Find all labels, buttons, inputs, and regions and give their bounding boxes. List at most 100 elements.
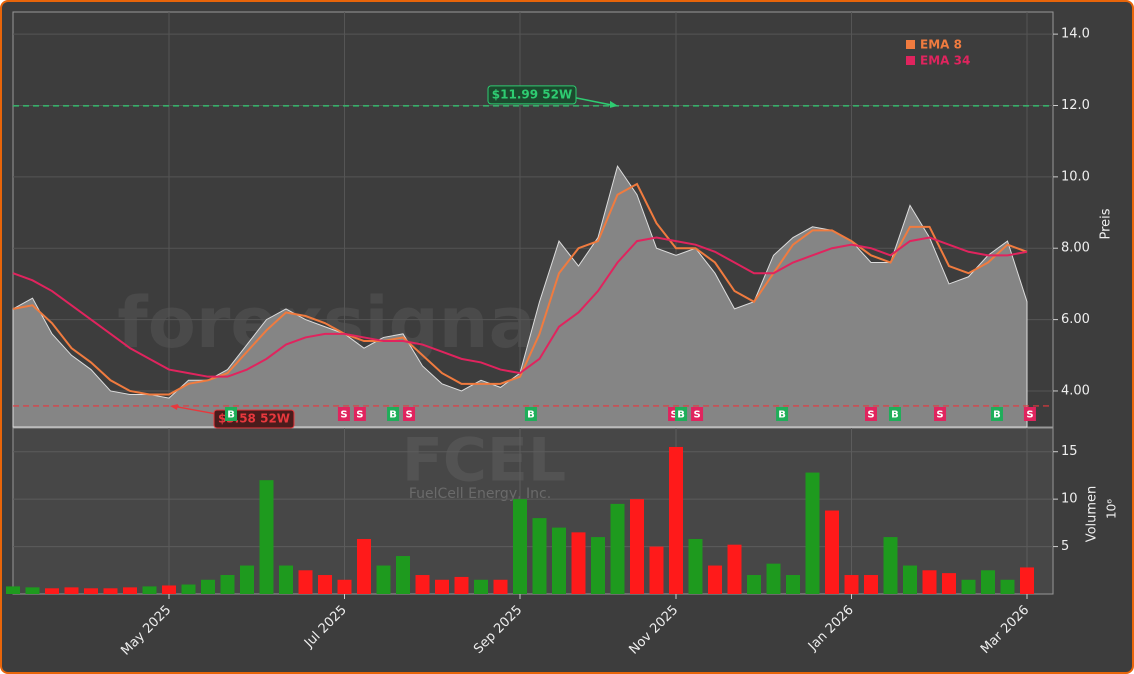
volume-bar	[240, 565, 254, 594]
signal-marker	[990, 407, 1003, 421]
legend-label: EMA 8	[920, 38, 962, 52]
signal-label: S	[405, 410, 412, 421]
volume-bar	[103, 588, 118, 594]
x-tick-label: Mar 2026	[978, 603, 1032, 657]
signal-label: S	[693, 410, 700, 421]
signal-marker	[337, 407, 350, 421]
x-tick-label: May 2025	[118, 603, 174, 659]
y-tick-label: 8.00	[1061, 241, 1090, 256]
signal-label: S	[340, 410, 347, 421]
volume-bar	[532, 518, 547, 594]
volume-bar	[844, 575, 859, 594]
signal-label: S	[936, 410, 943, 421]
y-tick-label: 10	[1061, 492, 1078, 507]
signal-marker	[353, 407, 366, 421]
volume-bar	[474, 579, 488, 594]
volume-bar	[649, 546, 664, 594]
volume-bar	[181, 584, 196, 594]
volume-bar	[571, 532, 586, 594]
volume-bar	[610, 503, 625, 594]
volume-bar	[630, 499, 644, 594]
x-tick-label: Sep 2025	[471, 603, 525, 657]
volume-bar	[786, 575, 800, 594]
low-arrow	[171, 405, 217, 415]
volume-bar	[454, 576, 469, 594]
volume-bar	[45, 588, 59, 594]
volume-bar	[259, 480, 274, 594]
volume-bar	[162, 585, 176, 594]
signal-marker	[225, 407, 238, 421]
signal-marker	[691, 407, 704, 421]
volume-bar	[396, 556, 410, 594]
volume-bar	[84, 588, 98, 594]
volume-bar	[981, 570, 995, 594]
signal-label: B	[389, 410, 397, 421]
volume-bar	[922, 570, 937, 594]
signal-marker	[776, 407, 789, 421]
x-tick-label: Jul 2025	[301, 603, 350, 652]
volume-bar	[883, 537, 898, 594]
volume-bar	[279, 565, 293, 594]
volume-bar	[552, 527, 566, 594]
volume-bar	[1000, 579, 1015, 594]
legend-label: EMA 34	[920, 54, 970, 68]
y-tick-label: 6.00	[1061, 312, 1090, 327]
signal-label: B	[778, 410, 786, 421]
volume-bar	[727, 544, 742, 594]
volume-bar	[376, 565, 391, 594]
signal-label: S	[356, 410, 363, 421]
volume-bar	[708, 565, 722, 594]
volume-unit: 10⁶	[1105, 499, 1119, 519]
volume-bar	[903, 565, 917, 594]
high-arrowhead	[610, 100, 618, 108]
symbol-watermark: FCEL	[402, 426, 566, 496]
signal-marker	[403, 407, 416, 421]
signal-label: B	[993, 410, 1001, 421]
volume-bar	[591, 537, 605, 594]
legend-swatch	[906, 40, 915, 49]
company-watermark: FuelCell Energy, Inc.	[409, 486, 551, 502]
volume-bar	[318, 575, 332, 594]
legend-swatch	[906, 56, 915, 65]
volume-bar	[6, 586, 20, 594]
volume-bar	[64, 587, 79, 594]
signal-marker	[387, 407, 400, 421]
volume-bar	[493, 579, 508, 594]
volume-bar	[201, 579, 215, 594]
y-tick-label: 4.00	[1061, 383, 1090, 398]
y-tick-label: 15	[1061, 444, 1078, 459]
volume-bar	[942, 573, 956, 594]
signal-marker	[865, 407, 877, 421]
signal-label: B	[527, 410, 535, 421]
volume-bar	[864, 575, 878, 594]
x-tick-label: Nov 2025	[626, 603, 681, 658]
volume-bar	[747, 575, 761, 594]
price-axis-label: Preis	[1099, 208, 1114, 239]
volume-bar	[669, 446, 683, 594]
ema-line	[12, 236, 1028, 378]
volume-bar	[142, 586, 157, 594]
volume-bar	[123, 587, 137, 594]
y-tick-label: 12.0	[1061, 98, 1090, 113]
volume-bar	[961, 579, 976, 594]
signal-label: S	[1026, 410, 1033, 421]
high-arrow	[575, 97, 617, 107]
y-tick-label: 14.0	[1061, 27, 1090, 42]
volume-bar	[220, 575, 235, 594]
volume-bar	[337, 579, 352, 594]
signal-label: B	[227, 410, 235, 421]
volume-bar	[513, 499, 527, 594]
y-tick-label: 5	[1061, 539, 1069, 554]
volume-axis-label: Volumen	[1085, 486, 1100, 543]
volume-bar	[25, 587, 40, 594]
volume-bar	[688, 538, 703, 594]
signal-label: B	[891, 410, 899, 421]
signal-marker	[1023, 407, 1036, 421]
volume-bar	[766, 563, 781, 594]
y-tick-label: 10.0	[1061, 169, 1090, 184]
signal-label: S	[867, 410, 874, 421]
price-area	[12, 164, 1028, 428]
signal-marker	[934, 407, 947, 421]
